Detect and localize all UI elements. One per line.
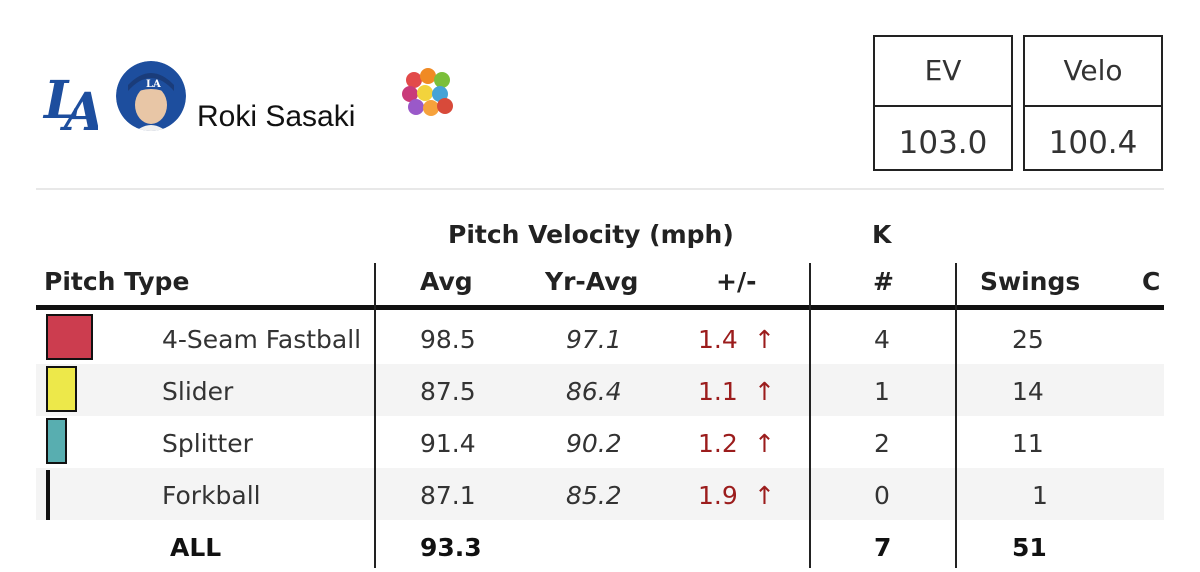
k-value: 0: [874, 481, 890, 510]
diff-value: 1.4: [698, 325, 738, 354]
ev-stat-box: EV 103.0: [873, 35, 1013, 171]
table-row: Splitter 91.4 90.2 1.2 ↑ 2 11: [36, 416, 1164, 468]
pitch-mix-cluster-icon: [400, 66, 456, 120]
velocity-group-header: Pitch Velocity (mph): [448, 220, 734, 249]
up-arrow-icon: ↑: [754, 429, 775, 458]
pitch-color-swatch: [46, 418, 67, 464]
velo-stat-box: Velo 100.4: [1023, 35, 1163, 171]
divider: [875, 105, 1011, 107]
table-row: Slider 87.5 86.4 1.1 ↑ 1 14: [36, 364, 1164, 416]
total-row: ALL 93.3 7 51: [36, 520, 1164, 572]
col-header-avg: Avg: [420, 267, 473, 296]
pitch-name: 4-Seam Fastball: [162, 325, 362, 354]
velo-label: Velo: [1063, 54, 1123, 87]
k-value: 1: [874, 377, 890, 406]
column-divider: [809, 263, 811, 568]
svg-text:LA: LA: [146, 79, 161, 90]
k-value: 4: [874, 325, 890, 354]
avg-value: 87.5: [420, 377, 476, 406]
velo-value: 100.4: [1048, 125, 1138, 161]
diff-value: 1.9: [698, 481, 738, 510]
swings-value: 1: [1032, 481, 1048, 510]
pitch-color-swatch: [46, 314, 93, 360]
col-header-k-count: #: [873, 267, 894, 296]
header-divider: [36, 188, 1164, 190]
diff-value: 1.2: [698, 429, 738, 458]
swings-value: 25: [1012, 325, 1044, 354]
yr-avg-value: 97.1: [566, 325, 622, 354]
yr-avg-value: 90.2: [566, 429, 622, 458]
col-header-yr-avg: Yr-Avg: [545, 267, 639, 296]
total-avg-value: 93.3: [420, 533, 482, 562]
ev-label: EV: [924, 54, 962, 87]
up-arrow-icon: ↑: [754, 481, 775, 510]
avg-value: 98.5: [420, 325, 476, 354]
table-row: Forkball 87.1 85.2 1.9 ↑ 0 1: [36, 468, 1164, 520]
yr-avg-value: 85.2: [566, 481, 622, 510]
header-rule: [36, 305, 1164, 310]
pitch-color-swatch: [46, 366, 77, 412]
svg-text:A: A: [59, 82, 98, 134]
divider: [1025, 105, 1161, 107]
k-value: 2: [874, 429, 890, 458]
table-row: 4-Seam Fastball 98.5 97.1 1.4 ↑ 4 25: [36, 312, 1164, 364]
player-avatar: LA: [116, 61, 186, 131]
total-label: ALL: [170, 533, 222, 562]
pitch-name: Slider: [162, 377, 234, 406]
col-header-pitch-type: Pitch Type: [44, 267, 190, 296]
yr-avg-value: 86.4: [566, 377, 622, 406]
col-header-cut: C: [1142, 267, 1161, 296]
swings-value: 14: [1012, 377, 1044, 406]
pitch-color-swatch: [46, 470, 50, 520]
k-group-header: K: [872, 220, 892, 249]
column-divider: [955, 263, 957, 568]
diff-value: 1.1: [698, 377, 738, 406]
svg-text:L: L: [42, 70, 81, 131]
column-divider: [374, 263, 376, 568]
pitch-name: Splitter: [162, 429, 253, 458]
ev-value: 103.0: [898, 125, 988, 161]
up-arrow-icon: ↑: [754, 377, 775, 406]
player-name: Roki Sasaki: [197, 100, 356, 133]
avg-value: 87.1: [420, 481, 476, 510]
up-arrow-icon: ↑: [754, 325, 775, 354]
pitch-name: Forkball: [162, 481, 261, 510]
total-swings-value: 51: [1012, 533, 1047, 562]
col-header-diff: +/-: [716, 267, 757, 296]
swings-value: 11: [1012, 429, 1044, 458]
col-header-swings: Swings: [980, 267, 1081, 296]
total-k-value: 7: [874, 533, 892, 562]
team-logo: L A: [42, 60, 104, 143]
avg-value: 91.4: [420, 429, 476, 458]
